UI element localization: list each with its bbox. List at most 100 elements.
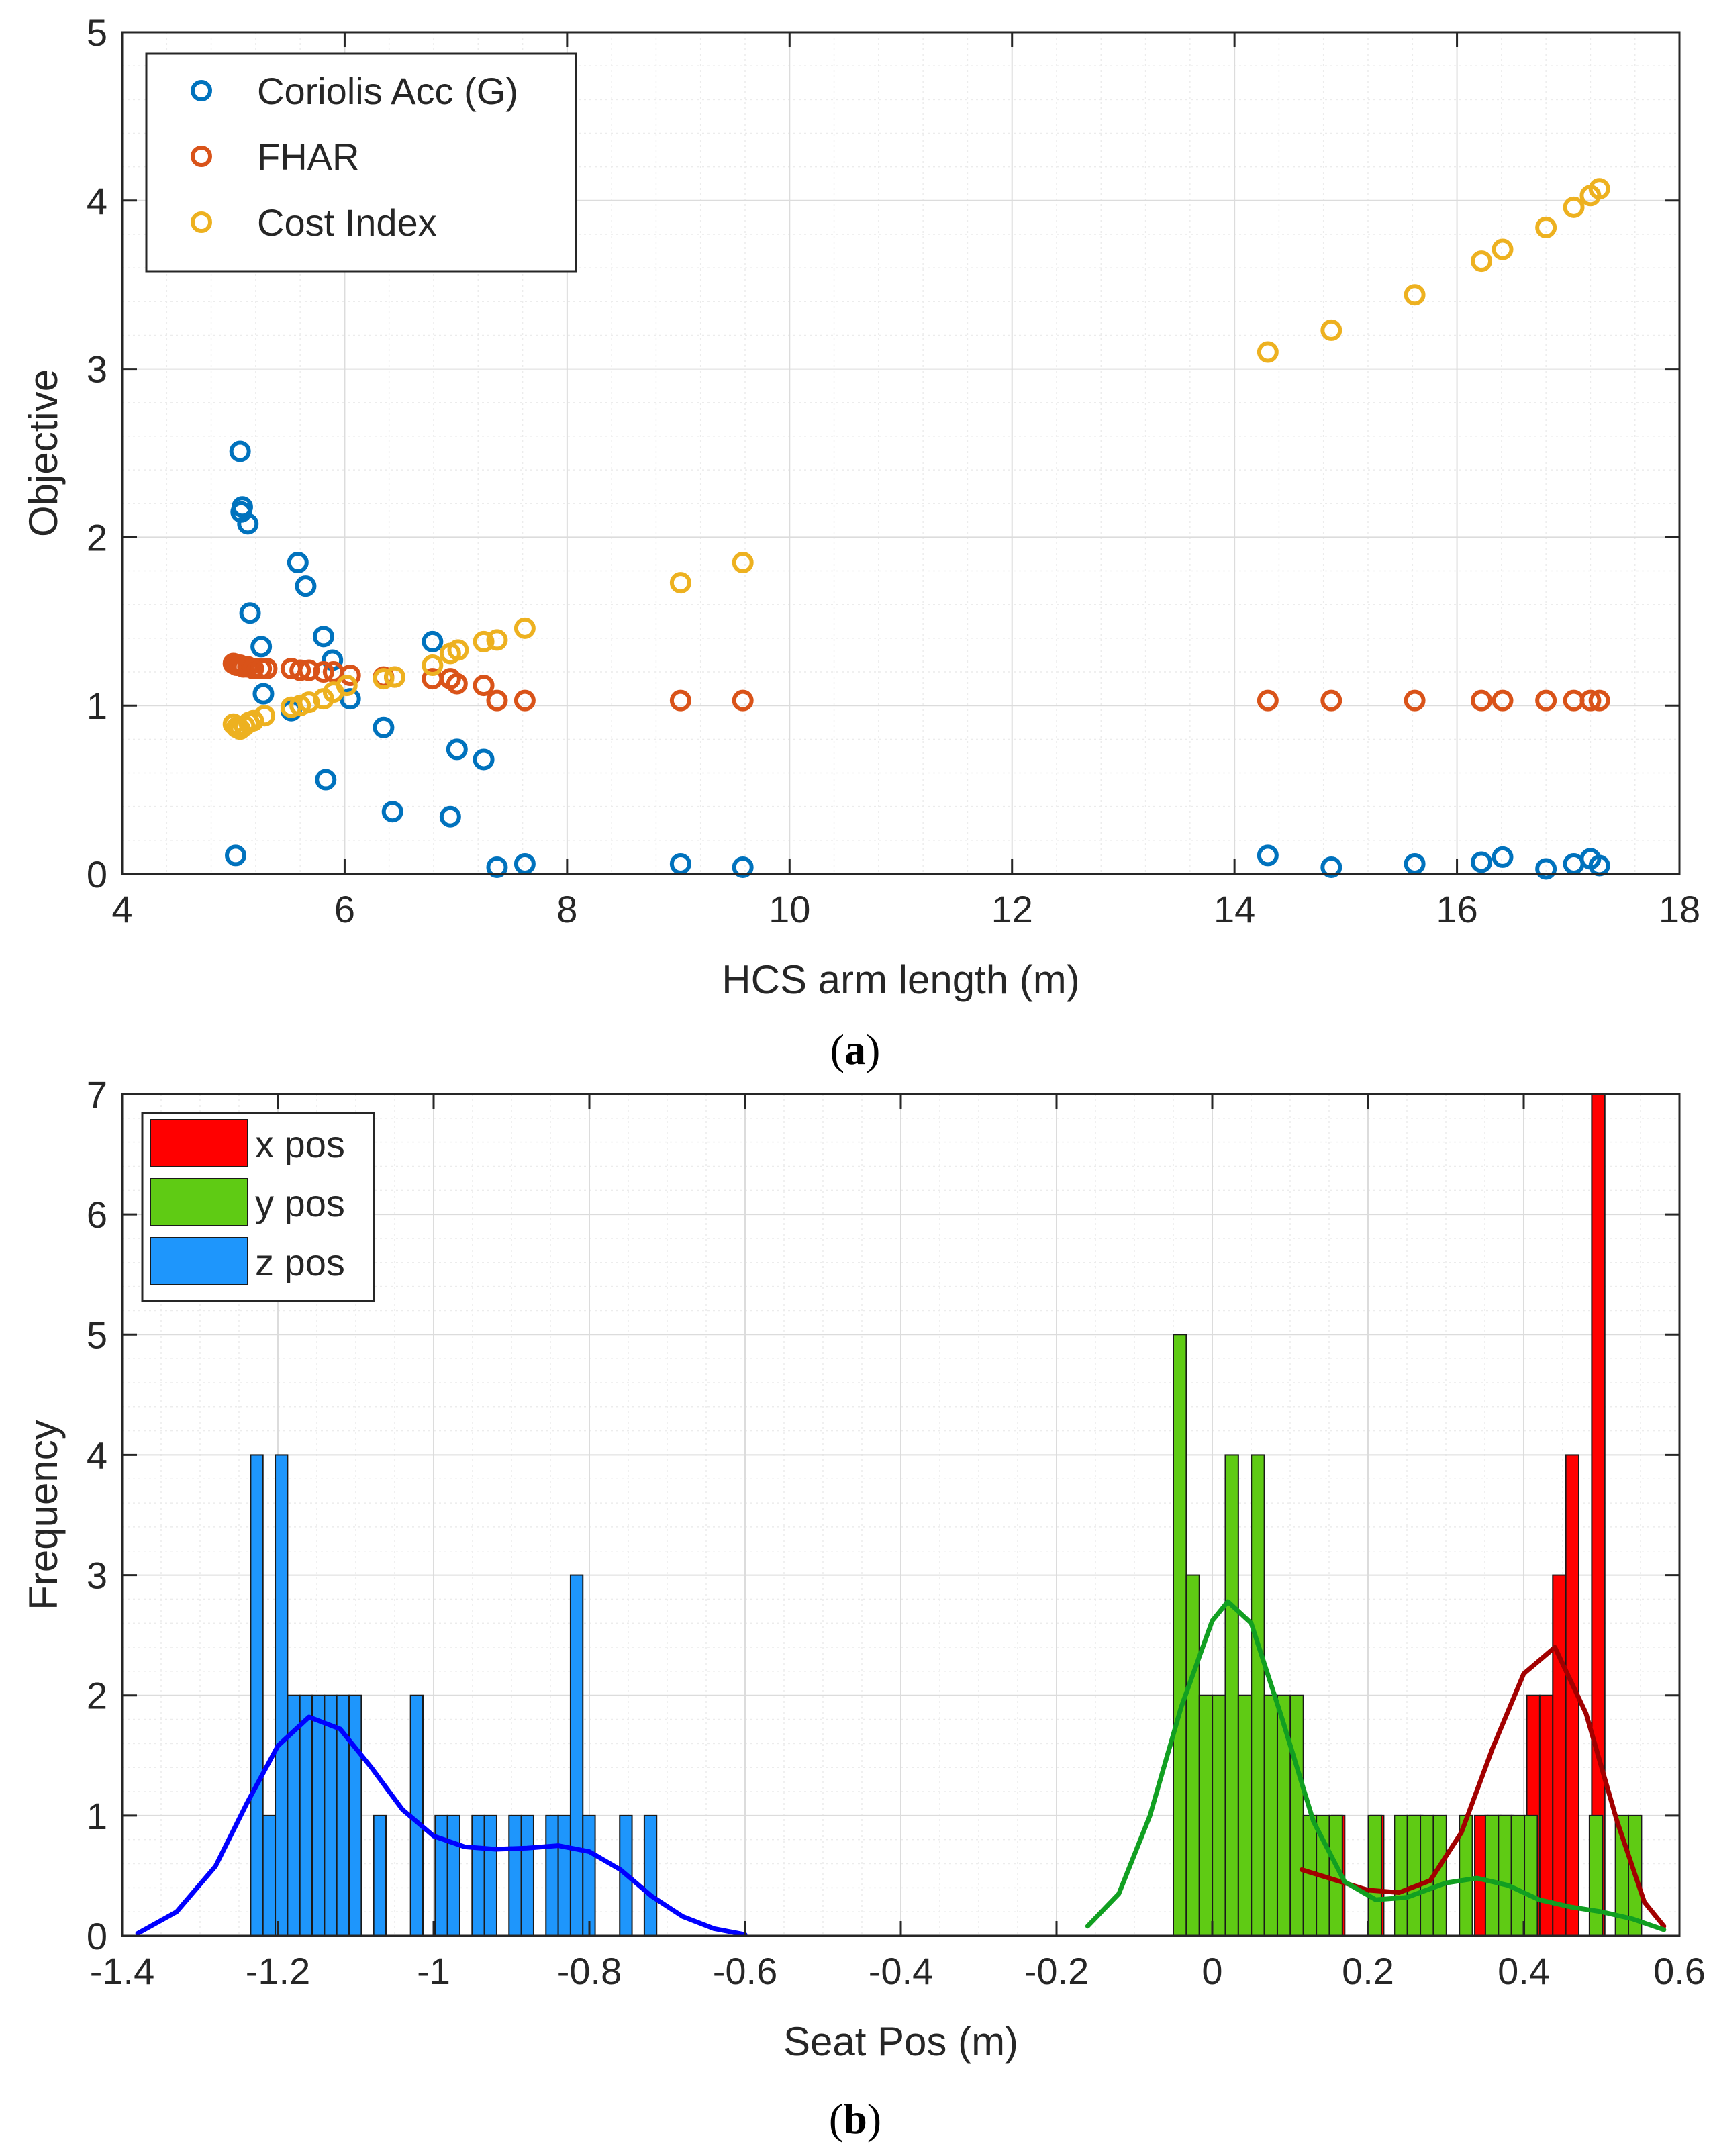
legend-a: Coriolis Acc (G) FHAR Cost Index xyxy=(145,52,577,273)
histogram-bar xyxy=(1289,1694,1304,1937)
histogram-bar xyxy=(520,1814,534,1937)
data-point xyxy=(1492,846,1514,868)
legend-b: x pos y pos z pos xyxy=(141,1112,375,1302)
histogram-bar xyxy=(311,1694,326,1937)
x-tick-label: -1.2 xyxy=(246,1950,311,1992)
legend-entry-label: FHAR xyxy=(257,136,359,178)
y-axis-label-a: Objective xyxy=(21,369,66,537)
x-tick-label: 14 xyxy=(1214,888,1255,930)
data-point xyxy=(669,689,691,712)
y-tick-label: 3 xyxy=(87,1555,107,1597)
histogram-bar xyxy=(1498,1814,1512,1937)
legend-box xyxy=(145,52,577,273)
histogram-bar xyxy=(250,1454,264,1937)
data-point xyxy=(242,658,264,680)
y-tick-label: 7 xyxy=(87,1073,107,1116)
data-point xyxy=(1320,856,1342,878)
histogram-bar xyxy=(1484,1814,1500,1937)
y-tick-label: 3 xyxy=(87,348,107,391)
histogram-bar xyxy=(643,1814,658,1937)
histogram-bar xyxy=(275,1454,289,1937)
y-tick-label: 4 xyxy=(87,1434,107,1476)
data-point xyxy=(732,856,754,878)
data-point xyxy=(473,675,495,697)
chart-panel-b: -1.4 -1.2 -1 -0.8 -0.6 -0.4 -0.2 0 0.2 0.4 0.6 0 1 2 3… xyxy=(21,1073,1706,2143)
histogram-z-pos xyxy=(250,1454,658,1937)
x-tick-label: 16 xyxy=(1436,888,1477,930)
data-point xyxy=(447,639,469,661)
data-point xyxy=(1535,858,1557,880)
histogram-bar xyxy=(557,1814,571,1937)
legend-swatch xyxy=(150,1237,248,1285)
data-point xyxy=(514,689,536,712)
data-point xyxy=(1320,689,1342,712)
histogram-bar xyxy=(1406,1814,1422,1937)
legend-entry-label: z pos xyxy=(255,1241,345,1283)
y-tick-label: 6 xyxy=(87,1193,107,1236)
legend-entry-label: x pos xyxy=(255,1123,345,1165)
y-tick-label: 2 xyxy=(87,1675,107,1717)
data-point xyxy=(1471,250,1493,273)
histogram-bar xyxy=(262,1814,277,1937)
x-tick-label: -0.2 xyxy=(1024,1950,1089,1992)
data-point xyxy=(732,552,754,574)
ticks-b: -1.4 -1.2 -1 -0.8 -0.6 -0.4 -0.2 0 0.2 0.4 0.6 0 1 2 3… xyxy=(87,1073,1706,1992)
data-point xyxy=(225,844,247,867)
data-point xyxy=(339,665,361,687)
density-curve-x-pos xyxy=(1299,1645,1667,1929)
data-point xyxy=(669,852,691,875)
x-tick-label: 0 xyxy=(1202,1950,1222,1992)
data-point xyxy=(1492,689,1514,712)
data-point xyxy=(1588,689,1610,712)
legend-marker xyxy=(191,146,212,167)
histogram-bar xyxy=(1224,1454,1239,1937)
histogram-bar xyxy=(483,1814,497,1937)
y-tick-label: 0 xyxy=(87,853,107,895)
histogram-bar xyxy=(1237,1694,1253,1937)
data-point xyxy=(1257,341,1279,363)
data-point xyxy=(1404,689,1426,712)
histogram-bar xyxy=(324,1694,338,1937)
series-fhar xyxy=(222,652,1610,712)
data-point xyxy=(486,856,508,878)
chart-marks-a xyxy=(222,178,1610,880)
legend-swatch xyxy=(150,1178,248,1226)
data-point xyxy=(446,673,468,695)
data-point xyxy=(1579,689,1602,712)
histogram-bar xyxy=(1588,1814,1604,1937)
legend-entry-label: Cost Index xyxy=(257,201,437,244)
y-tick-label: 1 xyxy=(87,1795,107,1837)
data-point xyxy=(256,658,278,680)
data-point xyxy=(1471,851,1493,873)
data-point xyxy=(312,626,334,648)
x-tick-label: -1.4 xyxy=(90,1950,155,1992)
data-point xyxy=(1257,689,1279,712)
histogram-bar xyxy=(1185,1574,1200,1937)
histogram-bar xyxy=(446,1814,460,1937)
x-tick-label: 18 xyxy=(1659,888,1700,930)
data-point xyxy=(237,513,259,535)
x-tick-label: -0.4 xyxy=(869,1950,934,1992)
x-tick-label: 12 xyxy=(991,888,1033,930)
data-point xyxy=(1588,178,1610,200)
data-point xyxy=(486,689,508,712)
histogram-bar xyxy=(508,1814,522,1937)
series-cost-index xyxy=(222,178,1610,740)
data-point xyxy=(1535,689,1557,712)
x-tick-label: 0.4 xyxy=(1498,1950,1550,1992)
data-point xyxy=(373,668,395,690)
data-point xyxy=(229,440,251,462)
y-tick-label: 0 xyxy=(87,1915,107,1957)
panel-caption-b: (b) xyxy=(829,2095,881,2143)
histogram-bar xyxy=(348,1694,362,1937)
data-point xyxy=(384,666,405,688)
x-tick-label: -1 xyxy=(417,1950,450,1992)
y-axis-label-b: Frequency xyxy=(21,1420,66,1610)
y-tick-label: 1 xyxy=(87,685,107,727)
histogram-bar xyxy=(1394,1814,1408,1937)
legend-swatch xyxy=(150,1119,248,1167)
y-tick-label: 5 xyxy=(87,11,107,54)
